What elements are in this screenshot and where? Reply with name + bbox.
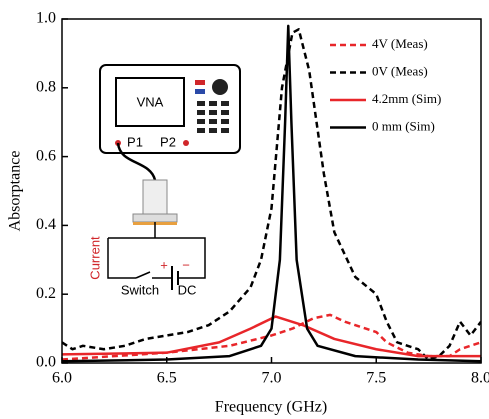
series-line bbox=[62, 24, 481, 363]
vna-screen bbox=[115, 77, 185, 127]
holder-base bbox=[132, 213, 178, 223]
knob bbox=[212, 79, 228, 95]
legend-label: 4.2mm (Sim) bbox=[372, 91, 441, 106]
x-tick-label: 6.0 bbox=[52, 370, 72, 387]
current-label: Current bbox=[87, 236, 102, 280]
circuit bbox=[107, 237, 206, 279]
plus-label: + bbox=[160, 257, 168, 272]
switch bbox=[135, 271, 151, 279]
inset-diagram: VNA P1 P2 + − Current Switch DC bbox=[87, 64, 241, 297]
legend-label: 0 mm (Sim) bbox=[372, 118, 435, 133]
y-tick-label: 0.2 bbox=[36, 285, 56, 302]
y-axis-label: Absorptance bbox=[7, 151, 24, 232]
port2-label: P2 bbox=[160, 134, 176, 149]
series-line bbox=[62, 28, 481, 361]
x-tick-label: 7.5 bbox=[366, 370, 386, 387]
y-tick-label: 1.0 bbox=[36, 10, 56, 27]
x-axis-label: Frequency (GHz) bbox=[215, 399, 327, 416]
y-tick-label: 0.8 bbox=[36, 78, 56, 95]
y-tick-label: 0.0 bbox=[36, 354, 56, 371]
legend-label: 4V (Meas) bbox=[372, 36, 428, 51]
plot-area bbox=[62, 24, 481, 363]
legend: 4V (Meas) 0V (Meas) 4.2mm (Sim) 0 mm (Sim) bbox=[330, 36, 441, 133]
minus-label: − bbox=[182, 257, 190, 272]
keypad bbox=[197, 101, 229, 133]
series-line bbox=[62, 315, 481, 358]
legend-label: 0V (Meas) bbox=[372, 63, 428, 78]
y-tick-label: 0.4 bbox=[36, 216, 56, 233]
source-label: DC bbox=[178, 282, 197, 297]
port bbox=[183, 140, 189, 146]
vna-label: VNA bbox=[137, 94, 164, 109]
cable bbox=[116, 142, 157, 181]
x-tick-label: 6.5 bbox=[157, 370, 177, 387]
y-tick-label: 0.6 bbox=[36, 147, 56, 164]
x-tick-label: 8.0 bbox=[471, 370, 489, 387]
port1-label: P1 bbox=[127, 134, 143, 149]
holder bbox=[142, 179, 168, 215]
button bbox=[195, 80, 205, 85]
x-tick-label: 7.0 bbox=[262, 370, 282, 387]
switch-label: Switch bbox=[121, 282, 159, 297]
button bbox=[195, 89, 205, 94]
